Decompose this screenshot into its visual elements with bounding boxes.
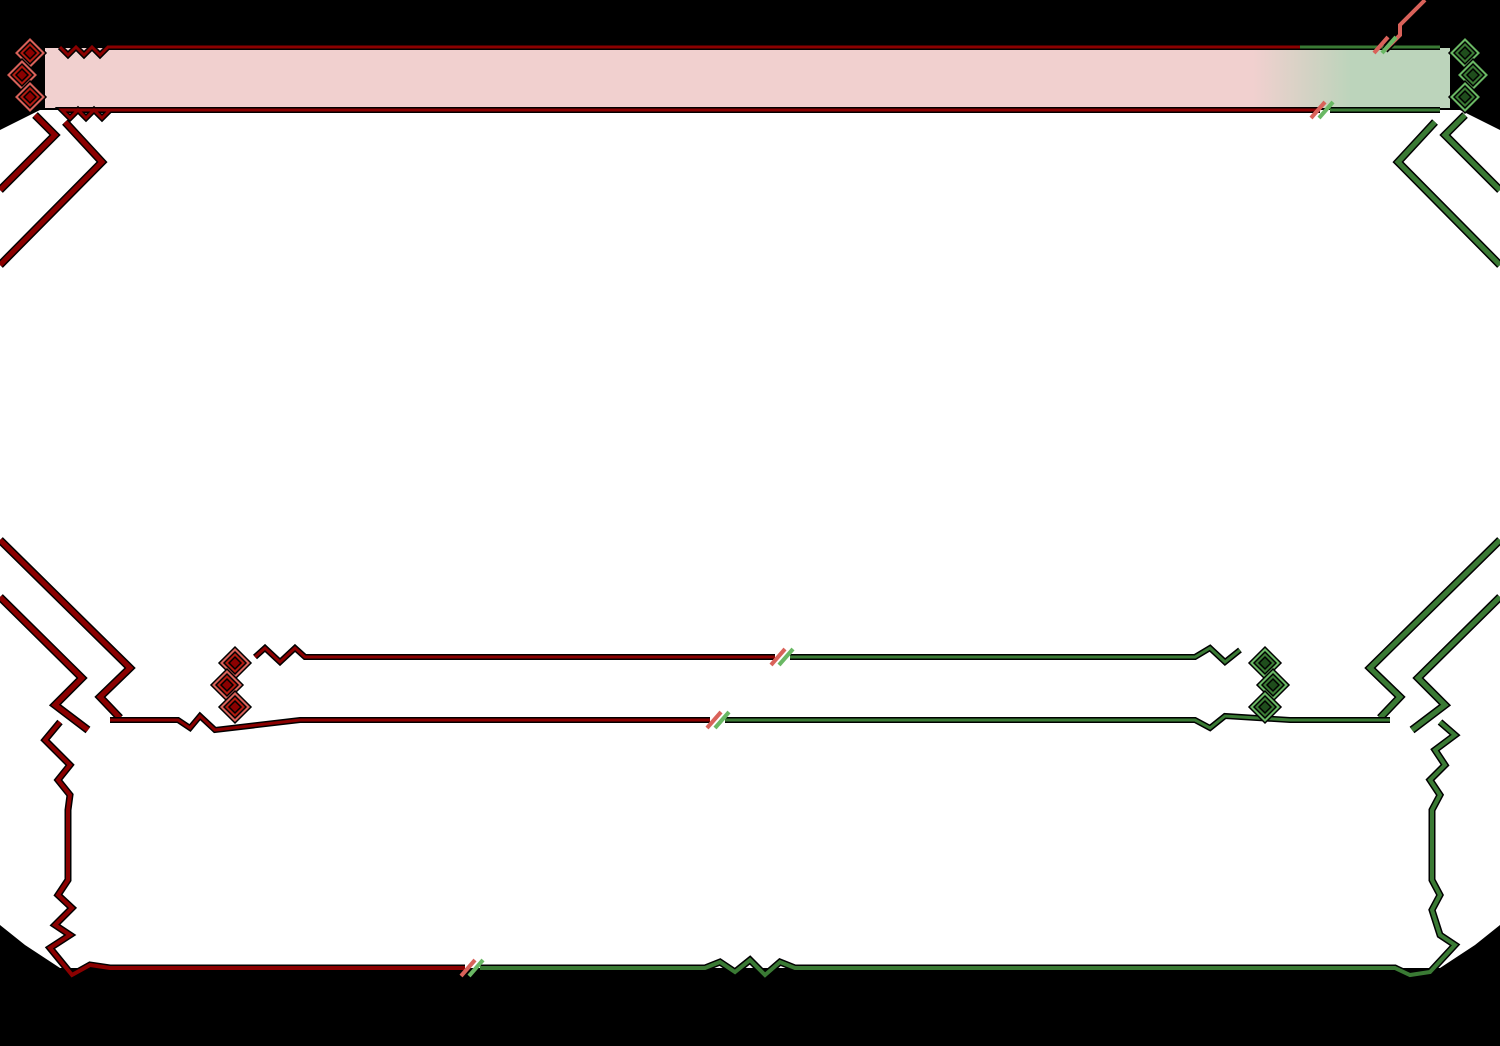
split-marker-icon [769,647,795,667]
diamond-ornament-icon [209,645,253,725]
box-top-border-left [110,711,710,734]
subpanel-top-border-left [252,643,775,667]
split-marker-icon [705,710,731,730]
diamond-ornament-icon [1247,645,1291,725]
title-bar-bottom-border-left [54,105,1320,123]
lower-left-diagonal-outer [0,537,136,721]
main-panel [0,110,1500,968]
upper-left-diagonal-outer [0,112,61,193]
box-bottom-right-border [480,719,1461,980]
box-top-border-right [725,712,1390,732]
title-bar-top-border-left [57,42,1300,60]
diamond-ornament-icon [4,35,48,115]
lower-left-diagonal-inner [0,594,91,734]
upper-right-diagonal-inner [1392,119,1500,268]
subpanel-top-border-right [790,644,1242,666]
split-marker-icon [1309,100,1335,120]
split-marker-icon [1372,35,1398,55]
split-marker-icon [459,958,485,978]
upper-right-diagonal-outer [1439,112,1500,193]
diamond-ornament-icon [1447,35,1491,115]
box-left-border [40,719,465,980]
lower-right-diagonal-inner [1409,594,1500,734]
upper-left-diagonal-inner [0,119,108,268]
title-bar[interactable] [45,48,1450,108]
lower-right-diagonal-outer [1364,537,1500,721]
